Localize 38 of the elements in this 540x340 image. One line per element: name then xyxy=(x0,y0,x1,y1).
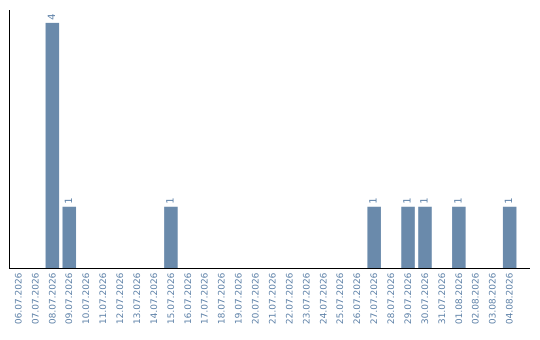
data-label: 1 xyxy=(402,197,414,204)
x-tick-label: 20.07.2026 xyxy=(252,272,262,324)
x-tick-label: 13.07.2026 xyxy=(132,272,143,324)
x-tick-label: 19.07.2026 xyxy=(234,272,245,324)
x-tick-label: 01.08.2026 xyxy=(454,272,465,324)
x-tick-label: 29.07.2026 xyxy=(404,272,414,324)
x-tick-label: 30.07.2026 xyxy=(420,272,431,324)
x-tick-label: 28.07.2026 xyxy=(387,272,398,324)
x-tick-label: 15.07.2026 xyxy=(166,272,177,324)
data-label: 4 xyxy=(46,14,58,20)
x-tick-label: 21.07.2026 xyxy=(268,272,278,324)
x-tick-label: 26.07.2026 xyxy=(353,272,364,324)
data-label: 1 xyxy=(165,197,176,204)
x-tick-label: 03.08.2026 xyxy=(488,272,499,324)
x-tick-label: 04.08.2026 xyxy=(506,272,516,324)
x-tick-label: 25.07.2026 xyxy=(336,272,346,324)
data-label: 1 xyxy=(504,197,516,204)
x-tick-label: 23.07.2026 xyxy=(302,272,312,324)
x-tick-label: 10.07.2026 xyxy=(82,272,92,324)
x-tick-label: 16.07.2026 xyxy=(184,272,194,324)
data-label: 1 xyxy=(453,197,464,204)
x-tick-label: 12.07.2026 xyxy=(116,272,126,324)
x-tick-label: 14.07.2026 xyxy=(150,272,160,324)
x-tick-label: 11.07.2026 xyxy=(99,272,110,324)
x-tick-label: 22.07.2026 xyxy=(285,272,296,324)
data-label: 1 xyxy=(419,197,430,204)
x-tick-label: 07.07.2026 xyxy=(31,272,42,324)
data-label: 1 xyxy=(64,197,75,204)
x-tick-label: 18.07.2026 xyxy=(218,272,228,324)
x-tick-label: 09.07.2026 xyxy=(65,272,76,324)
x-tick-label: 06.07.2026 xyxy=(14,272,24,324)
x-tick-label: 24.07.2026 xyxy=(319,272,330,324)
x-tick-label: 17.07.2026 xyxy=(200,272,211,324)
data-label: 1 xyxy=(368,197,380,204)
x-tick-label: 02.08.2026 xyxy=(472,272,482,324)
x-tick-label: 08.07.2026 xyxy=(48,272,58,324)
x-tick-label: 27.07.2026 xyxy=(370,272,380,324)
x-tick-label: 31.07.2026 xyxy=(438,272,448,324)
